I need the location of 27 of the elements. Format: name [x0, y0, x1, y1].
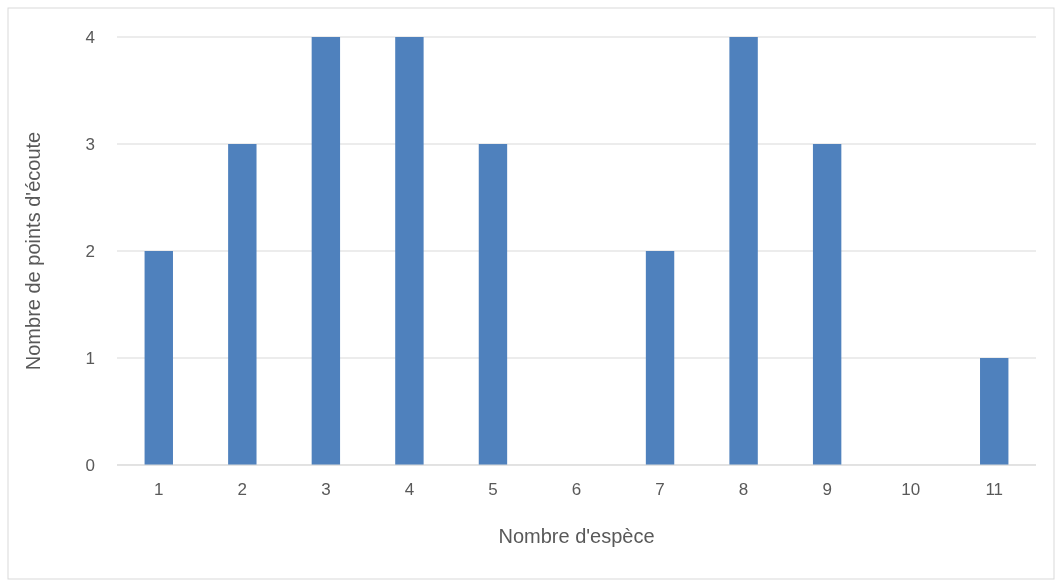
bar: [980, 358, 1009, 465]
bar: [395, 37, 424, 465]
y-tick-label: 1: [85, 348, 95, 368]
y-tick-label: 3: [85, 134, 95, 154]
bar: [812, 144, 842, 465]
y-tick-label: 4: [85, 27, 95, 47]
bar: [478, 144, 508, 465]
bar: [645, 251, 675, 465]
x-axis-title: Nombre d'espèce: [498, 525, 655, 547]
x-tick-label: 4: [404, 480, 415, 499]
y-tick-label: 2: [85, 241, 95, 261]
x-tick-label: 11: [985, 480, 1004, 499]
bar: [228, 144, 257, 465]
y-tick-label: 0: [85, 455, 95, 475]
x-tick-label: 2: [237, 480, 248, 499]
bar: [144, 251, 173, 465]
y-axis-title: Nombre de points d'écoute: [22, 131, 44, 371]
x-tick-label: 6: [571, 480, 582, 499]
bar: [311, 37, 341, 465]
bar: [729, 37, 758, 465]
x-tick-label: 1: [154, 480, 164, 499]
x-tick-label: 7: [655, 480, 665, 499]
x-tick-label: 8: [738, 480, 749, 499]
x-tick-label: 5: [488, 480, 498, 499]
x-tick-label: 9: [822, 480, 832, 499]
x-tick-label: 3: [321, 480, 331, 499]
x-tick-label: 10: [901, 480, 921, 499]
